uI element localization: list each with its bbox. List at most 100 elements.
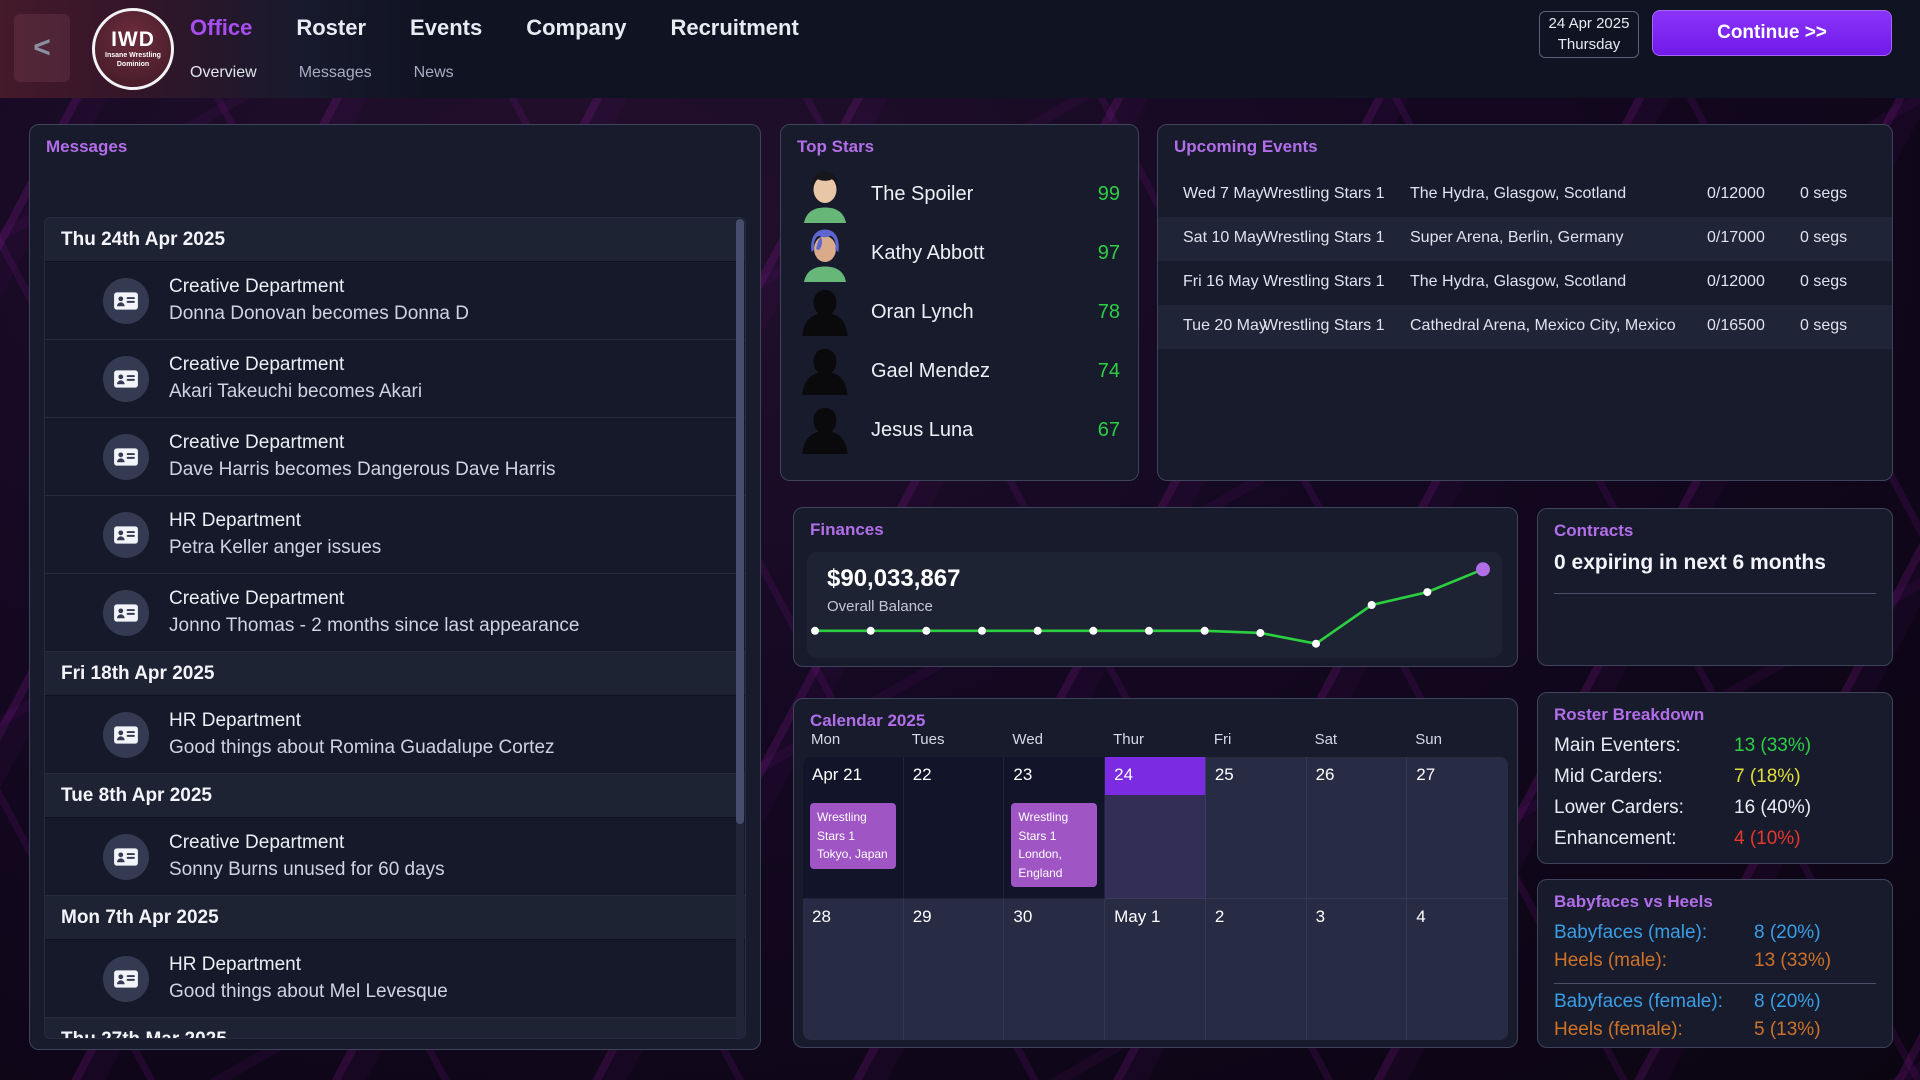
message-row[interactable]: HR Department Good things about Romina Gu… xyxy=(45,696,745,774)
contact-card-icon xyxy=(114,969,138,988)
calendar-day-number: 24 xyxy=(1105,757,1205,795)
nav-item-events[interactable]: Events xyxy=(410,15,483,40)
calendar-cell[interactable]: 4 xyxy=(1407,899,1508,1040)
nav-item-roster[interactable]: Roster xyxy=(296,15,367,40)
calendar-event-name: Wrestling Stars 1 xyxy=(817,810,867,843)
finance-chart-point xyxy=(1423,588,1432,597)
top-star-row[interactable]: Jesus Luna 67 xyxy=(797,401,1120,460)
message-texts: HR Department Petra Keller anger issues xyxy=(169,510,381,559)
calendar-day-number: 23 xyxy=(1013,765,1033,784)
calendar-cell[interactable]: 25 xyxy=(1205,757,1307,899)
event-row[interactable]: Fri 16 May Wrestling Stars 1 The Hydra, Gl… xyxy=(1158,261,1892,305)
message-row[interactable]: HR Department Petra Keller anger issues xyxy=(45,496,745,574)
faces-divider xyxy=(1554,983,1876,984)
message-from: HR Department xyxy=(169,710,301,731)
calendar-day-number: 26 xyxy=(1315,765,1335,784)
message-from: Creative Department xyxy=(169,832,345,853)
top-star-row[interactable]: The Spoiler 99 xyxy=(797,165,1120,224)
top-star-rating: 78 xyxy=(1097,301,1120,323)
contact-card-icon xyxy=(114,847,138,866)
top-star-row[interactable]: Gael Mendez 74 xyxy=(797,342,1120,401)
stat-row: Enhancement: 4 (10%) xyxy=(1554,828,1876,859)
top-star-name: Kathy Abbott xyxy=(871,242,985,264)
faces-vs-heels-title: Babyfaces vs Heels xyxy=(1554,892,1713,911)
event-venue: Super Arena, Berlin, Germany xyxy=(1410,229,1624,246)
calendar-cell[interactable]: 3 xyxy=(1306,899,1408,1040)
message-from: Creative Department xyxy=(169,276,345,297)
calendar-cell[interactable]: 26 xyxy=(1306,757,1408,899)
subnav-item-overview[interactable]: Overview xyxy=(190,64,257,81)
stat-value: 16 (40%) xyxy=(1734,797,1812,818)
calendar-day-names: Mon Tues Wed Thur Fri Sat Sun xyxy=(803,731,1508,748)
top-star-row[interactable]: Oran Lynch 78 xyxy=(797,283,1120,342)
message-row[interactable]: HR Department Good things about Mel Leves… xyxy=(45,940,745,1018)
subnav-item-news[interactable]: News xyxy=(413,64,454,81)
top-star-rating: 67 xyxy=(1097,419,1120,441)
stat-row: Heels (male): 13 (33%) xyxy=(1554,950,1876,978)
continue-button[interactable]: Continue >> xyxy=(1652,10,1892,56)
calendar-day-name: Sat xyxy=(1314,731,1338,748)
finance-chart-point xyxy=(1089,626,1098,635)
message-row[interactable]: Creative Department Akari Takeuchi become… xyxy=(45,340,745,418)
top-star-avatar xyxy=(797,403,853,459)
calendar-day-number: Apr 21 xyxy=(812,765,863,784)
messages-panel: Messages Thu 24th Apr 2025 Creative Depar… xyxy=(29,124,761,1050)
calendar-event-badge[interactable]: Wrestling Stars 1 Tokyo, Japan xyxy=(810,803,896,869)
calendar-cell[interactable]: 24 xyxy=(1105,757,1206,899)
nav-item-company[interactable]: Company xyxy=(526,15,627,40)
calendar-day-number: 4 xyxy=(1416,907,1426,926)
calendar-cell[interactable]: 29 xyxy=(903,899,1005,1040)
calendar-cell[interactable]: May 1 xyxy=(1105,899,1206,1040)
event-row[interactable]: Wed 7 May Wrestling Stars 1 The Hydra, Gla… xyxy=(1158,173,1892,217)
calendar-cell[interactable]: 27 xyxy=(1407,757,1508,899)
messages-scrollbar-thumb[interactable] xyxy=(736,219,744,825)
calendar-cell[interactable]: 28 xyxy=(803,899,904,1040)
message-row[interactable]: Creative Department Dave Harris becomes D… xyxy=(45,418,745,496)
event-segments: 0 segs xyxy=(1800,185,1848,202)
messages-scrollbar-track[interactable] xyxy=(736,219,744,1037)
top-star-rating: 74 xyxy=(1097,360,1120,382)
message-row[interactable]: Creative Department Jonno Thomas - 2 mont… xyxy=(45,574,745,652)
silhouette-avatar-icon xyxy=(802,289,848,336)
top-star-name: Gael Mendez xyxy=(871,360,990,382)
stat-row: Lower Carders: 16 (40%) xyxy=(1554,797,1876,828)
portrait-avatar-icon xyxy=(804,171,846,223)
finance-chart-point xyxy=(1033,626,1042,635)
subnav-item-messages[interactable]: Messages xyxy=(298,64,372,81)
message-avatar xyxy=(103,511,149,558)
overall-balance-value: $90,033,867 xyxy=(827,565,961,592)
stat-value: 8 (20%) xyxy=(1754,991,1821,1012)
message-row[interactable]: Creative Department Sonny Burns unused fo… xyxy=(45,818,745,896)
stat-label: Mid Carders: xyxy=(1554,766,1663,787)
event-show-name: Wrestling Stars 1 xyxy=(1263,229,1385,246)
logo-name-line1: Insane Wrestling xyxy=(105,52,161,60)
calendar-title: Calendar 2025 xyxy=(810,711,926,730)
message-from: Creative Department xyxy=(169,588,345,609)
contact-card-icon xyxy=(114,447,138,466)
game-date-box: 24 Apr 2025 Thursday xyxy=(1539,11,1639,58)
nav-item-recruitment[interactable]: Recruitment xyxy=(670,15,799,40)
stat-value: 4 (10%) xyxy=(1734,828,1801,849)
message-subject: Good things about Mel Levesque xyxy=(169,981,448,1002)
calendar-cell[interactable]: 30 xyxy=(1004,899,1106,1040)
contact-card-icon xyxy=(114,525,138,544)
message-date-header: Fri 18th Apr 2025 xyxy=(45,652,745,696)
portrait-avatar-icon xyxy=(804,229,846,282)
event-row[interactable]: Sat 10 May Wrestling Stars 1 Super Arena, … xyxy=(1158,217,1892,261)
calendar-cell[interactable]: 22 xyxy=(903,757,1005,899)
nav-item-office[interactable]: Office xyxy=(190,15,253,40)
message-row[interactable]: Creative Department Donna Donovan becomes… xyxy=(45,262,745,340)
top-bar: < IWD Insane Wrestling Dominion Office Ro… xyxy=(0,0,1920,98)
top-star-row[interactable]: Kathy Abbott 97 xyxy=(797,224,1120,283)
message-avatar xyxy=(103,589,149,636)
calendar-cell[interactable]: Apr 21 Wrestling Stars 1 Tokyo, Japan xyxy=(803,757,904,899)
message-date-header: Tue 8th Apr 2025 xyxy=(45,774,745,818)
top-star-rating: 97 xyxy=(1097,242,1120,264)
back-button[interactable]: < xyxy=(14,14,70,82)
calendar-cell[interactable]: 23 Wrestling Stars 1 London, England xyxy=(1004,757,1106,899)
calendar-cell[interactable]: 2 xyxy=(1205,899,1307,1040)
finances-panel: Finances $90,033,867 Overall Balance xyxy=(793,507,1518,667)
stat-value: 13 (33%) xyxy=(1754,950,1832,971)
calendar-event-badge[interactable]: Wrestling Stars 1 London, England xyxy=(1011,803,1098,888)
event-row[interactable]: Tue 20 May Wrestling Stars 1 Cathedral Are… xyxy=(1158,305,1892,349)
